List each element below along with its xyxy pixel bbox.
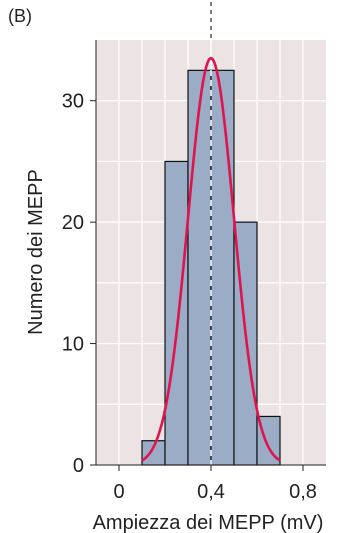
histogram-bar <box>210 69 235 466</box>
x-tick-label: 0 <box>113 481 124 503</box>
y-axis-title: Numero dei MEPP <box>25 169 47 335</box>
histogram-bar <box>187 69 212 466</box>
y-tick-label: 0 <box>73 455 84 477</box>
y-tick-label: 10 <box>62 334 84 356</box>
histogram-bar <box>164 160 189 466</box>
panel-label: (B) <box>8 6 32 26</box>
x-tick-label: 0,4 <box>197 481 225 503</box>
y-axis-ticks: 0 10 20 30 <box>62 91 96 477</box>
x-axis-title: Ampiezza dei MEPP (mV) <box>93 512 324 533</box>
gaussian-fit-curve <box>141 56 281 462</box>
x-tick-label: 0,8 <box>289 481 317 503</box>
y-tick-label: 20 <box>62 212 84 234</box>
y-tick-label: 30 <box>62 91 84 113</box>
x-axis-ticks: 0 0,4 0,8 <box>113 465 317 503</box>
